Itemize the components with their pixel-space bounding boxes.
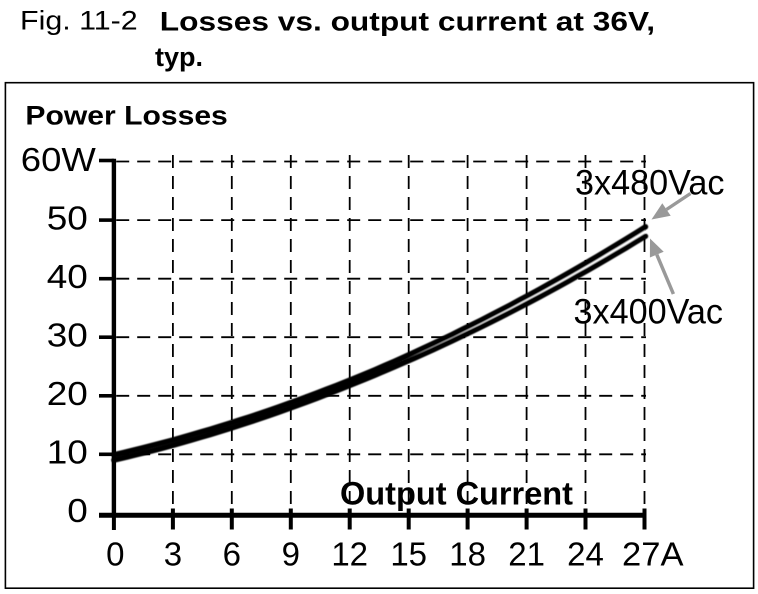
svg-text:60W: 60W (21, 141, 97, 178)
svg-text:27A: 27A (622, 536, 684, 573)
svg-text:21: 21 (508, 536, 545, 573)
svg-text:15: 15 (390, 536, 427, 573)
svg-text:20: 20 (47, 376, 88, 413)
svg-text:9: 9 (282, 536, 300, 573)
svg-text:30: 30 (47, 317, 88, 354)
svg-text:Power Losses: Power Losses (25, 101, 227, 131)
svg-text:0: 0 (67, 493, 88, 530)
svg-text:0: 0 (106, 536, 124, 573)
svg-text:Output Current: Output Current (340, 476, 573, 512)
svg-text:3: 3 (164, 536, 182, 573)
svg-text:3x400Vac: 3x400Vac (574, 293, 724, 332)
svg-text:40: 40 (47, 259, 88, 296)
svg-text:50: 50 (47, 200, 88, 237)
svg-text:12: 12 (331, 536, 368, 573)
svg-text:Fig. 11-2: Fig. 11-2 (20, 6, 138, 36)
svg-text:6: 6 (223, 536, 241, 573)
svg-text:typ.: typ. (155, 42, 203, 72)
svg-text:3x480Vac: 3x480Vac (575, 163, 725, 202)
svg-text:24: 24 (567, 536, 604, 573)
svg-text:Losses vs. output current at 3: Losses vs. output current at 36V, (160, 6, 655, 36)
svg-text:10: 10 (47, 434, 88, 471)
svg-text:18: 18 (449, 536, 486, 573)
